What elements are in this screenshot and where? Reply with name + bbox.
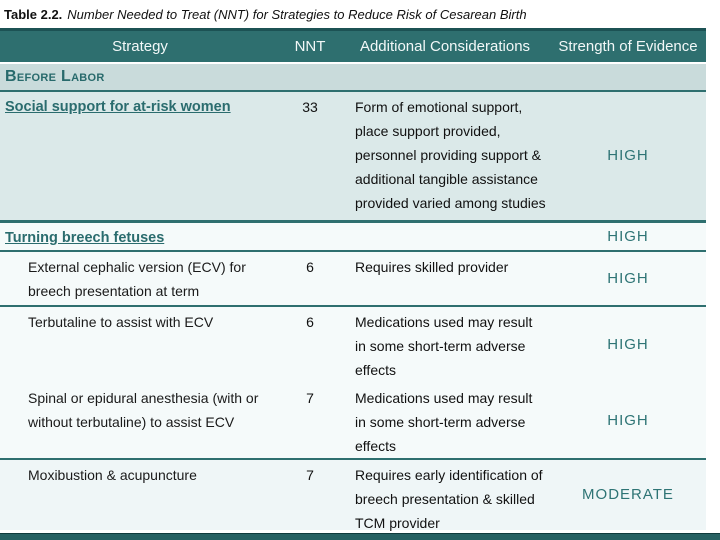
nnt-value [280,223,340,250]
table-row-spinal-epidural: Spinal or epidural anesthesia (with or w… [0,383,706,460]
evidence-value: HIGH [607,227,649,245]
nnt-value: 6 [306,314,314,330]
table-row-turning-breech: Turning breech fetuses HIGH [0,223,706,252]
nnt-table: Strategy NNT Additional Considerations S… [0,28,706,531]
strategy-link-social-support[interactable]: Social support for at-risk women [5,99,231,115]
slide-footer-bar [0,533,720,540]
table-row-moxibustion: Moxibustion & acupuncture 7 Requires ear… [0,460,706,531]
column-header-strategy: Strategy [112,38,168,55]
considerations-text: Medications used may result in some shor… [355,314,533,378]
section-label: Before Labor [5,68,105,85]
column-header-nnt: NNT [294,38,326,55]
table-number: Table 2.2. [4,6,63,22]
evidence-value: MODERATE [582,486,674,503]
evidence-value: HIGH [607,411,649,429]
section-row-before-labor: Before Labor [0,64,706,92]
nnt-value: 6 [306,259,314,275]
considerations-text [340,223,550,250]
considerations-text: Requires early identification of breech … [355,467,543,531]
considerations-text: Medications used may result in some shor… [355,390,533,454]
considerations-text: Requires skilled provider [355,259,509,275]
column-header-additional-considerations: Additional Considerations [359,38,531,55]
table-row-terbutaline: Terbutaline to assist with ECV 6 Medicat… [0,307,706,383]
column-header-strength-of-evidence: Strength of Evidence [558,38,698,55]
considerations-text: Form of emotional support, place support… [355,99,546,211]
strategy-text-ecv: External cephalic version (ECV) for bree… [28,259,246,299]
table-caption: Number Needed to Treat (NNT) for Strateg… [67,6,527,22]
nnt-value: 7 [306,390,314,406]
evidence-value: HIGH [607,147,649,164]
strategy-text-moxibustion: Moxibustion & acupuncture [28,467,197,483]
strategy-text-terbutaline: Terbutaline to assist with ECV [28,314,214,330]
evidence-value: HIGH [607,336,649,353]
nnt-value: 7 [306,467,314,483]
strategy-text-spinal-epidural: Spinal or epidural anesthesia (with or w… [28,390,259,430]
table-title: Table 2.2. Number Needed to Treat (NNT) … [0,0,720,28]
evidence-value: HIGH [607,269,649,287]
nnt-value: 33 [302,99,318,115]
table-row-ecv: External cephalic version (ECV) for bree… [0,252,706,307]
table-row-social-support: Social support for at-risk women 33 Form… [0,92,706,223]
table-header-row: Strategy NNT Additional Considerations S… [0,31,706,64]
strategy-link-turning-breech[interactable]: Turning breech fetuses [5,230,165,246]
